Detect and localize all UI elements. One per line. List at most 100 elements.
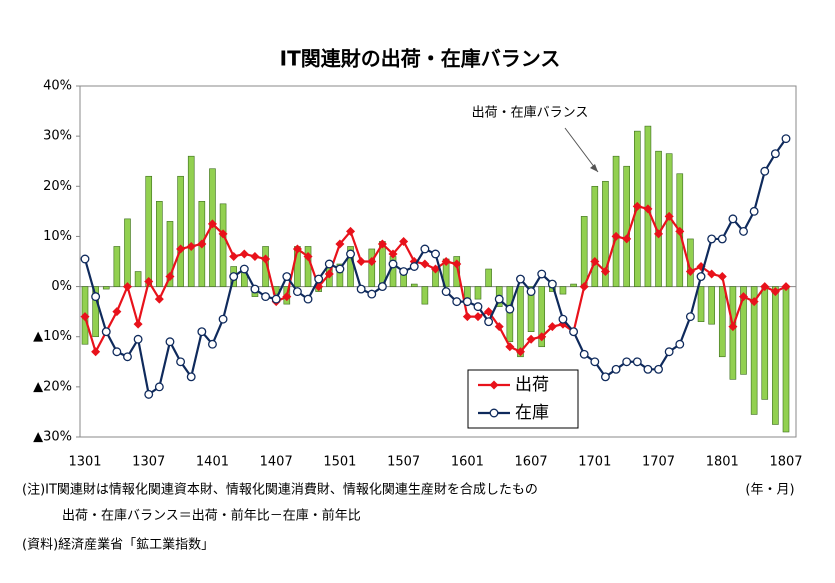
point	[749, 206, 759, 216]
point	[154, 294, 164, 304]
point	[399, 267, 409, 276]
point	[80, 254, 90, 264]
y-tick-label: ▲10%	[33, 329, 72, 344]
x-tick-label: 1707	[642, 455, 675, 470]
bar	[750, 286, 758, 415]
point	[739, 292, 749, 302]
point	[261, 254, 271, 264]
point	[675, 339, 685, 349]
point	[197, 327, 207, 337]
bar	[113, 246, 121, 287]
x-tick-label: 1307	[132, 455, 165, 470]
arrow-head	[590, 164, 598, 172]
x-tick-label: 1801	[706, 455, 739, 470]
point	[537, 269, 547, 279]
point	[165, 272, 175, 282]
bar	[782, 286, 790, 433]
chart-title: IT関連財の出荷・在庫バランス	[280, 47, 561, 71]
point	[781, 282, 791, 292]
x-tick-label: 1607	[515, 455, 548, 470]
y-tick-label: 10%	[43, 229, 72, 244]
point	[515, 347, 525, 357]
bar	[527, 286, 535, 333]
bar	[421, 286, 429, 305]
bar	[612, 155, 620, 287]
annotation: 出荷・在庫バランス	[472, 106, 589, 121]
bar	[740, 286, 747, 375]
point	[707, 269, 717, 279]
point	[441, 287, 451, 297]
point	[218, 314, 228, 324]
point	[654, 364, 663, 374]
point	[409, 262, 419, 271]
x-tick-label: 1507	[387, 455, 420, 470]
point	[197, 239, 207, 249]
bar	[538, 286, 546, 348]
point	[462, 312, 472, 322]
legend-marker	[489, 408, 499, 418]
point	[218, 229, 228, 239]
point	[176, 357, 186, 367]
bar	[177, 175, 184, 287]
point	[484, 307, 494, 317]
point	[271, 294, 281, 304]
point	[292, 287, 302, 297]
bar	[623, 165, 630, 287]
point	[494, 294, 504, 304]
point	[685, 312, 695, 322]
bar	[410, 283, 418, 287]
point	[431, 249, 440, 259]
legend-label: 出荷	[515, 375, 549, 395]
bar	[453, 256, 461, 287]
bar	[485, 268, 492, 287]
bar	[655, 150, 662, 287]
point	[696, 272, 706, 281]
point	[356, 284, 366, 294]
point	[664, 211, 674, 221]
point	[643, 364, 653, 374]
x-tick-label: 1501	[323, 455, 356, 470]
point	[250, 284, 260, 294]
x-tick-label: 1301	[68, 455, 101, 470]
point	[388, 259, 398, 269]
bar	[517, 286, 524, 358]
bar	[718, 286, 726, 358]
point	[632, 357, 642, 367]
point	[707, 234, 717, 244]
bar	[474, 286, 482, 300]
point	[367, 257, 377, 266]
point	[144, 277, 154, 287]
point	[473, 302, 483, 312]
point	[335, 239, 345, 249]
point	[505, 304, 515, 314]
point	[717, 234, 727, 244]
point	[420, 259, 430, 269]
point	[239, 249, 249, 259]
point	[282, 292, 292, 302]
bar	[559, 286, 567, 295]
point	[473, 312, 483, 322]
point	[770, 287, 780, 297]
x-tick-label: 1407	[260, 455, 293, 470]
legend-box	[467, 369, 579, 429]
point	[186, 241, 196, 251]
point	[579, 282, 589, 292]
point	[250, 251, 260, 261]
legend-marker	[489, 380, 499, 390]
y-tick-label: ▲20%	[33, 379, 72, 394]
point	[101, 327, 111, 337]
bar	[368, 248, 376, 287]
point	[728, 214, 738, 224]
point	[346, 249, 355, 259]
point	[112, 347, 122, 357]
point	[123, 352, 132, 362]
point	[484, 317, 494, 327]
bar	[124, 218, 131, 287]
point	[516, 274, 525, 284]
point	[622, 234, 632, 244]
point	[91, 292, 101, 302]
point	[526, 334, 536, 344]
point	[505, 342, 515, 352]
point	[526, 287, 536, 297]
point	[558, 314, 568, 324]
